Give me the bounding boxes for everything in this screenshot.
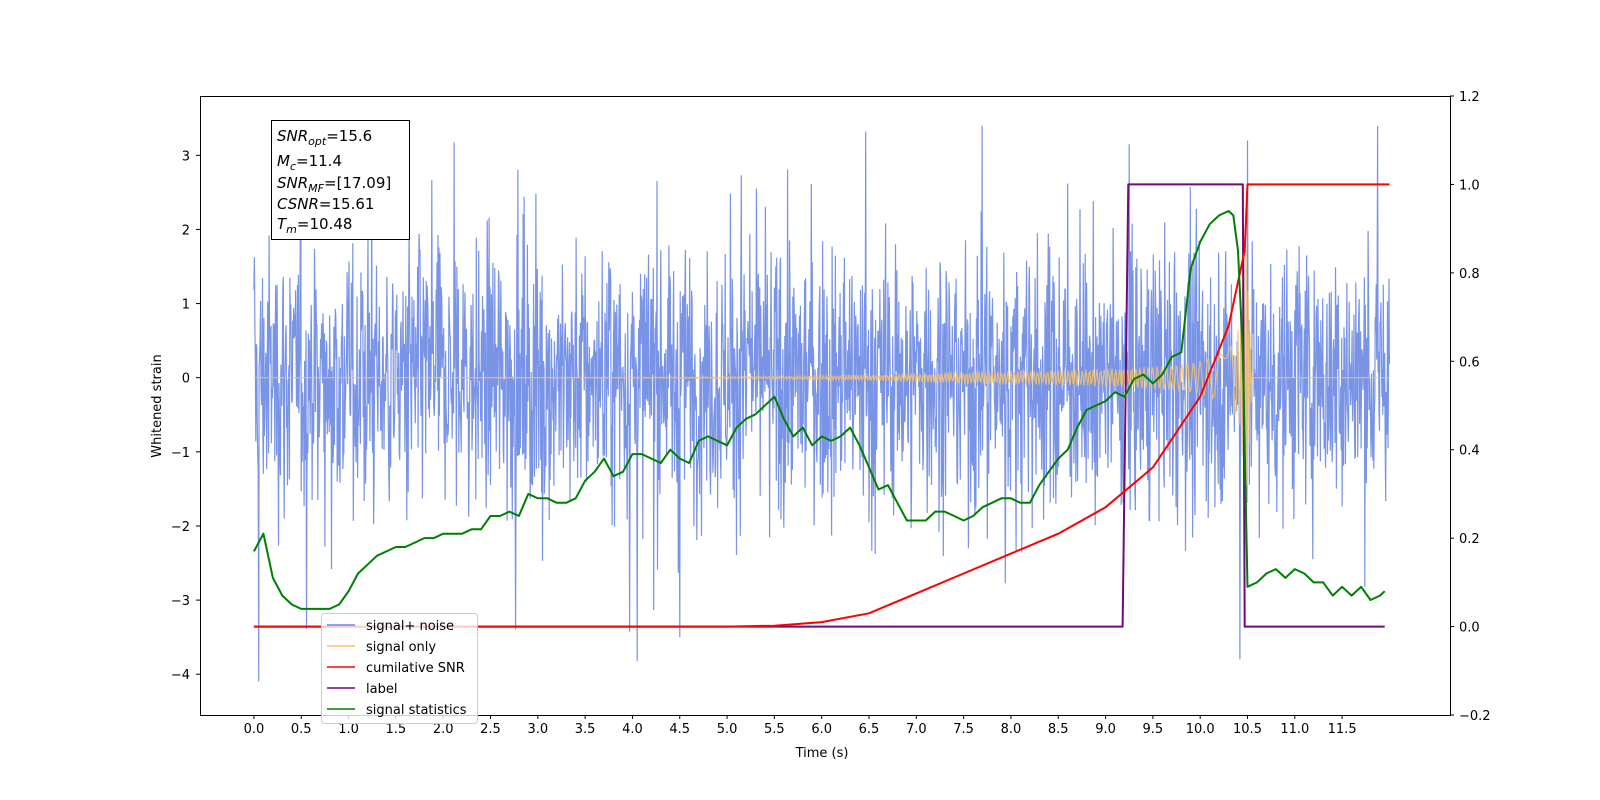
y-tick-label: 1 — [182, 298, 190, 313]
y2-tick-label: 1.2 — [1459, 90, 1480, 105]
x-tick-label: 8.0 — [1001, 722, 1022, 737]
legend-label: label — [366, 682, 397, 697]
y2-tick-label: −0.2 — [1459, 709, 1491, 724]
annotation-tm: Tm=10.48 — [277, 215, 352, 236]
x-tick-label: 9.0 — [1095, 722, 1116, 737]
x-tick-label: 5.5 — [764, 722, 785, 737]
series-line-label — [253, 183, 1385, 628]
x-tick-label: 2.0 — [433, 722, 454, 737]
legend-label: signal only — [366, 640, 436, 655]
x-axis: 0.0 0.5 1.0 1.5 2.0 2.5 3.0 3.5 4.0 4.5 5.0 5.5 6.0 6… — [244, 715, 1357, 737]
annotation-mc: Mc=11.4 — [277, 152, 342, 173]
y-axis-left: 3 2 1 0 −1 −2 −3 −4 — [171, 149, 200, 683]
series-layer — [253, 125, 1390, 682]
x-tick-label: 6.0 — [811, 722, 832, 737]
y-tick-label: −1 — [171, 446, 190, 461]
y2-tick-label: 0.2 — [1459, 532, 1480, 547]
x-tick-label: 7.5 — [953, 722, 974, 737]
y-tick-label: −2 — [171, 520, 190, 535]
annotation-snr-mf: SNRMF=[17.09] — [277, 174, 391, 195]
x-tick-label: 2.5 — [480, 722, 501, 737]
y-axis-right: 1.2 1.0 0.8 0.6 0.4 0.2 0.0 −0.2 — [1450, 90, 1491, 724]
x-tick-label: 10.0 — [1186, 722, 1215, 737]
x-tick-label: 9.5 — [1143, 722, 1164, 737]
y2-tick-label: 0.0 — [1459, 621, 1480, 636]
series-line-signal-only — [254, 246, 1389, 527]
y-tick-label: −3 — [171, 594, 190, 609]
x-tick-label: 5.0 — [717, 722, 738, 737]
annotation-snr-opt: SNRopt=15.6 — [277, 127, 372, 148]
y-tick-label: 2 — [182, 223, 190, 238]
legend-entry-signal-noise: signal+ noise — [327, 619, 454, 634]
plot-frame — [200, 96, 1451, 716]
legend: signal+ noise signal only cumilative SNR… — [321, 613, 478, 724]
y2-tick-label: 0.6 — [1459, 355, 1480, 370]
x-tick-label: 1.0 — [338, 722, 359, 737]
legend-entry-cumulative-snr: cumilative SNR — [327, 661, 465, 676]
y2-tick-label: 0.4 — [1459, 444, 1480, 459]
legend-entry-signal-statistics: signal statistics — [327, 703, 467, 718]
y-tick-label: 3 — [182, 149, 190, 164]
x-tick-label: 4.0 — [622, 722, 643, 737]
legend-entry-label: label — [327, 682, 397, 697]
x-tick-label: 1.5 — [386, 722, 407, 737]
x-tick-label: 7.0 — [906, 722, 927, 737]
legend-label: signal+ noise — [366, 619, 454, 634]
legend-label: cumilative SNR — [366, 661, 465, 676]
x-tick-label: 0.0 — [244, 722, 265, 737]
series-line-cumulative-snr — [253, 183, 1390, 628]
x-axis-label: Time (s) — [795, 746, 849, 761]
x-tick-label: 11.5 — [1328, 722, 1357, 737]
legend-label: signal statistics — [366, 703, 467, 718]
x-tick-label: 0.5 — [291, 722, 312, 737]
x-tick-label: 10.5 — [1233, 722, 1262, 737]
y-tick-label: −4 — [171, 668, 190, 683]
y2-tick-label: 0.8 — [1459, 267, 1480, 282]
legend-entry-signal-only: signal only — [327, 640, 436, 655]
x-tick-label: 6.5 — [859, 722, 880, 737]
annotation-box: SNRopt=15.6 Mc=11.4 SNRMF=[17.09] CSNR=1… — [271, 120, 410, 240]
y2-tick-label: 1.0 — [1459, 178, 1480, 193]
x-tick-label: 3.0 — [527, 722, 548, 737]
x-tick-label: 8.5 — [1048, 722, 1069, 737]
y-axis-label: Whitened strain — [150, 354, 165, 457]
x-tick-label: 3.5 — [575, 722, 596, 737]
legend-frame — [321, 613, 478, 724]
y-tick-label: 0 — [182, 372, 190, 387]
x-tick-label: 11.0 — [1280, 722, 1309, 737]
x-tick-label: 4.5 — [669, 722, 690, 737]
series-line-signal-noise — [253, 125, 1390, 682]
series-line-signal-statistics — [253, 210, 1386, 610]
annotation-csnr: CSNR=15.61 — [277, 195, 374, 213]
